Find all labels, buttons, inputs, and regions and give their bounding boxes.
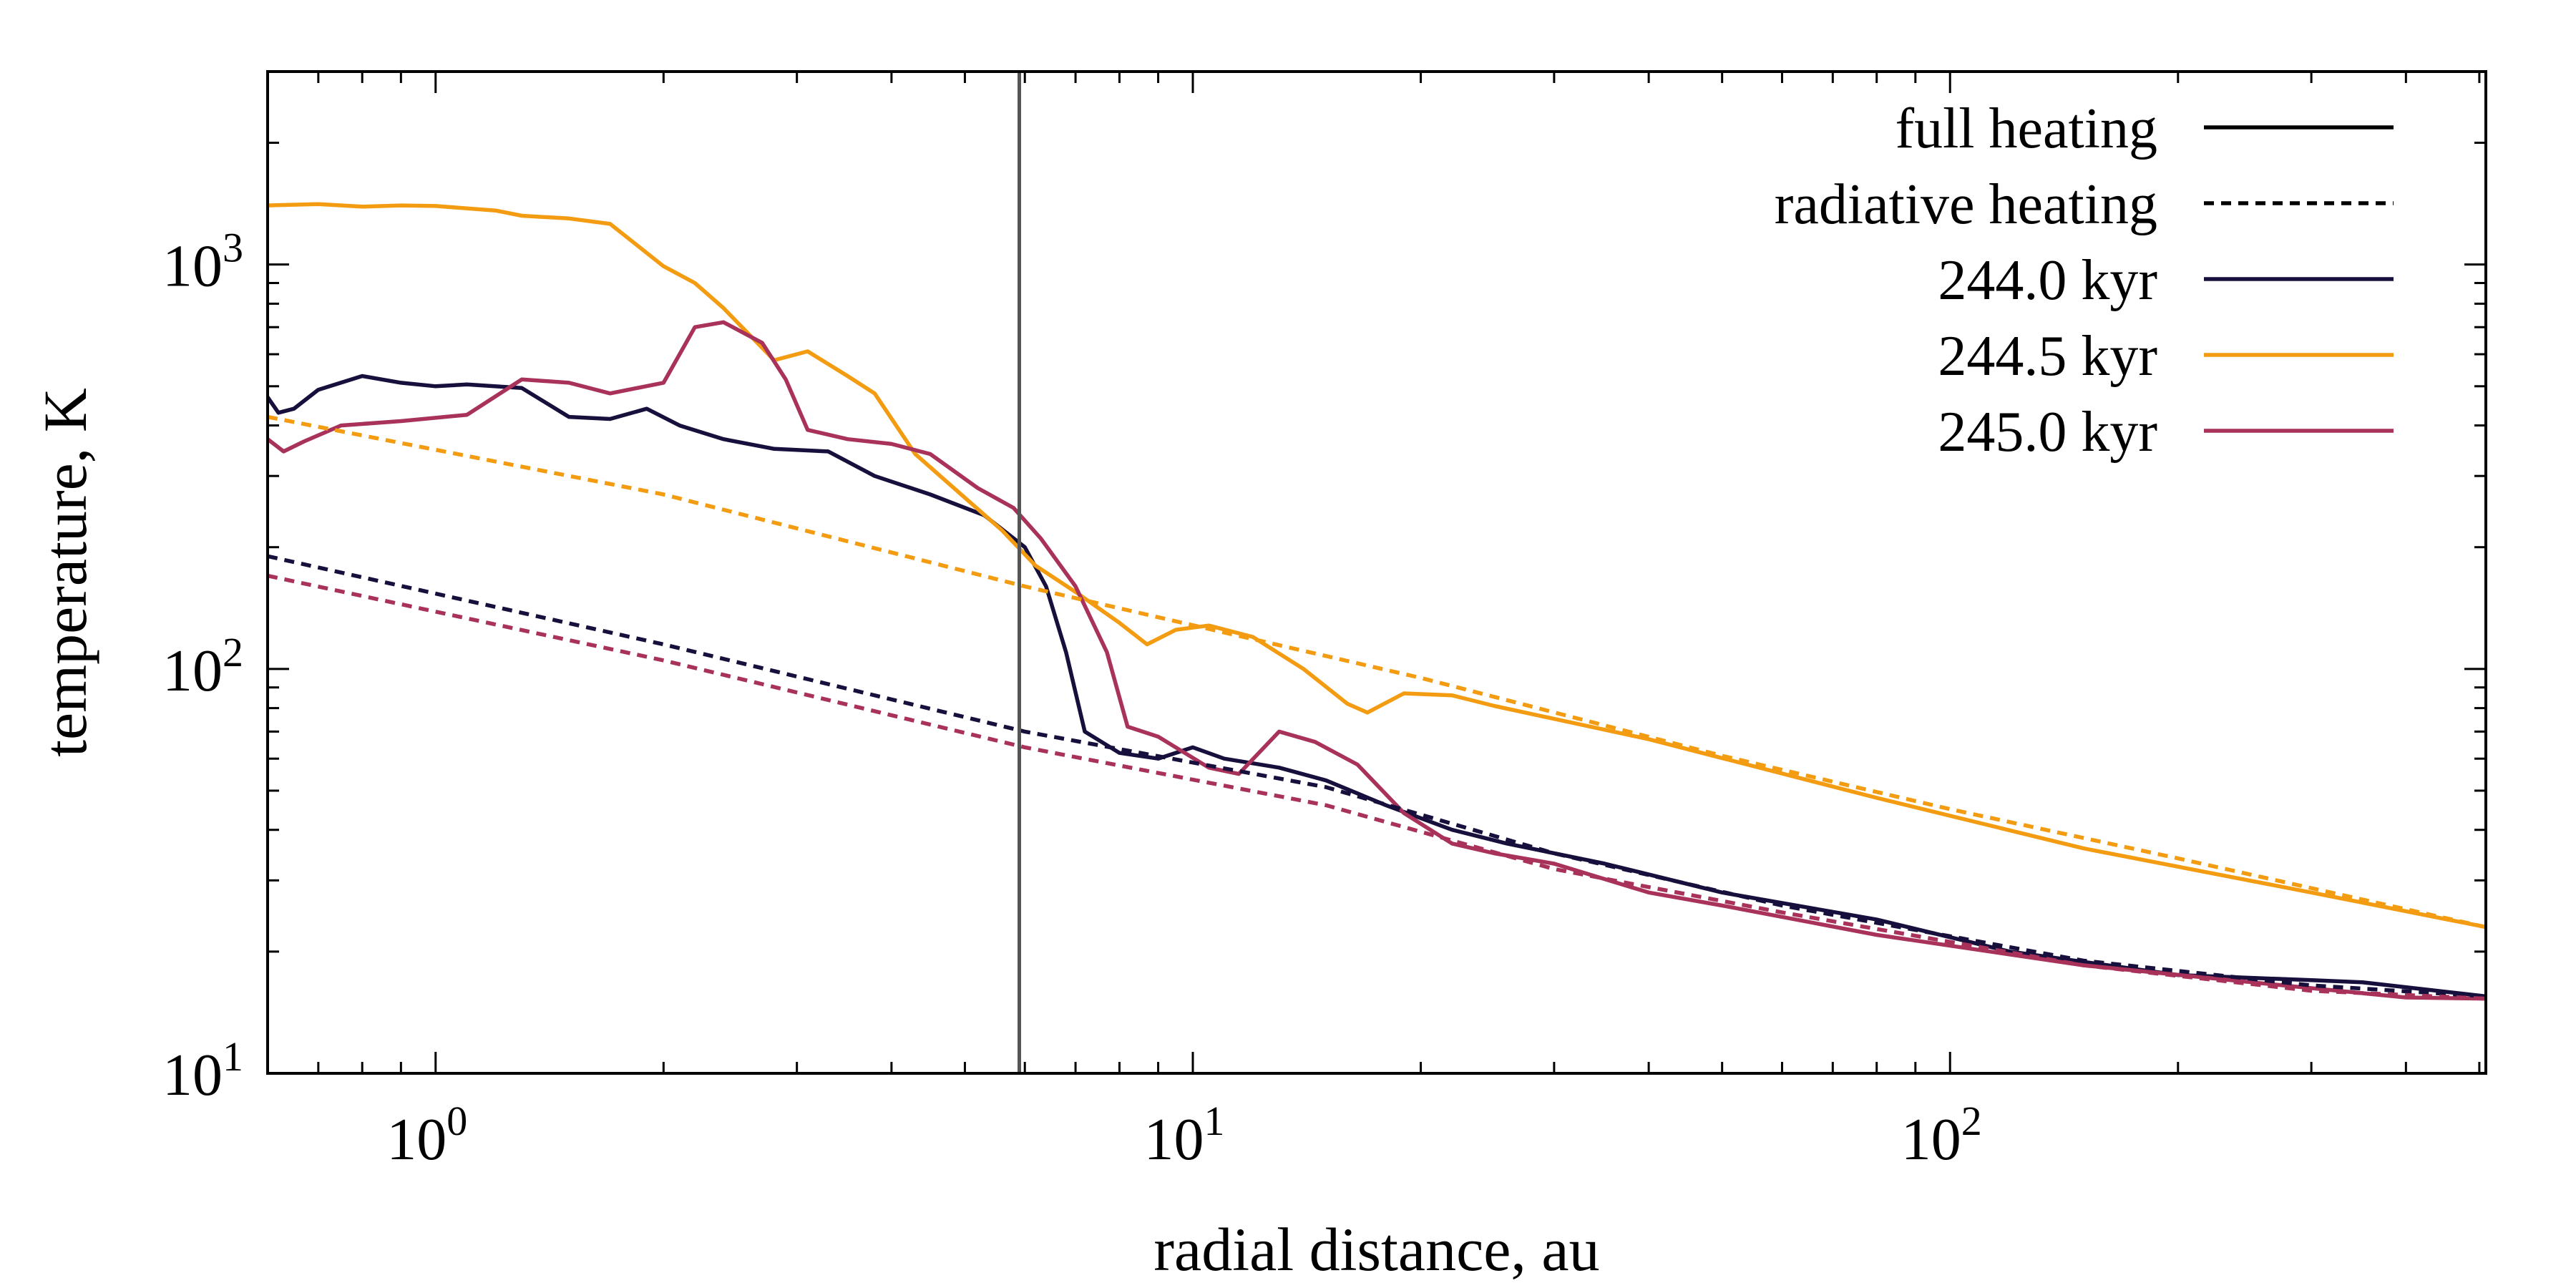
y-tick-label: 101: [162, 1033, 243, 1108]
y-tick-label: 103: [162, 225, 243, 300]
full-line-244-5-kyr: [268, 202, 2486, 930]
legend-entry: 244.0 kyr: [1938, 249, 2394, 312]
legend-label: radiative heating: [1775, 173, 2157, 236]
y-axis-label: temperature, K: [31, 388, 99, 757]
legend-entry: 245.0 kyr: [1938, 401, 2394, 464]
y-tick-label: 102: [162, 629, 243, 704]
full-line-244-0-kyr: [268, 374, 2486, 999]
legend-label: full heating: [1895, 97, 2157, 160]
legend: full heating radiative heating 244.0 kyr 24…: [1775, 97, 2394, 464]
legend-entry: radiative heating: [1775, 173, 2394, 236]
legend-entry: full heating: [1895, 97, 2394, 160]
legend-label: 244.5 kyr: [1938, 325, 2157, 388]
radiative-line-244-0-kyr: [268, 554, 2486, 999]
tick-label-layer: 100 101 102 101 102 103: [162, 225, 1982, 1173]
legend-label: 245.0 kyr: [1938, 401, 2157, 464]
x-tick-label: 100: [386, 1098, 467, 1173]
radiative-line-245-0-kyr: [268, 573, 2486, 1001]
radiative-line-244-5-kyr: [268, 414, 2486, 930]
tick-layer: [266, 70, 2486, 1075]
legend-entry: 244.5 kyr: [1938, 325, 2394, 388]
full-line-245-0-kyr: [268, 320, 2486, 1001]
series-layer: [268, 202, 2486, 1001]
legend-label: 244.0 kyr: [1938, 249, 2157, 312]
x-tick-label: 101: [1143, 1098, 1224, 1173]
x-tick-label: 102: [1901, 1098, 1982, 1173]
plot-frame: [266, 70, 2487, 1075]
x-axis-label: radial distance, au: [1153, 1215, 1599, 1284]
